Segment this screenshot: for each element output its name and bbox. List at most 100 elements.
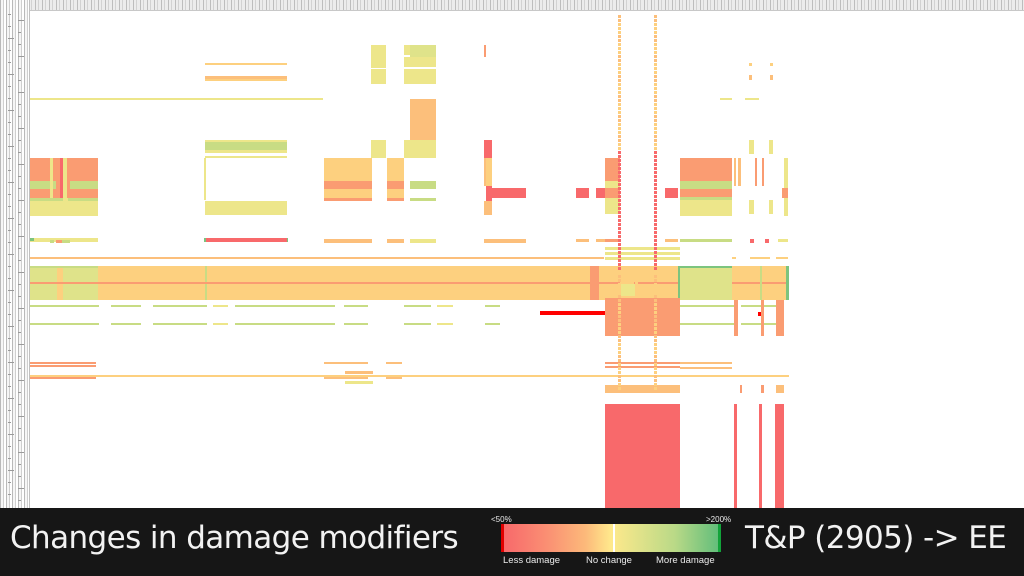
row-header-tick <box>8 86 11 87</box>
heatmap-streak-segment <box>618 327 621 330</box>
row-header-tick <box>18 488 24 489</box>
row-header-tick <box>18 188 21 189</box>
heatmap-cell <box>576 239 589 242</box>
heatmap-streak-segment <box>618 127 621 130</box>
heatmap-streak-segment <box>618 103 621 106</box>
heatmap-streak-segment <box>654 151 657 154</box>
heatmap-streak-segment <box>618 87 621 90</box>
heatmap-cell <box>635 266 638 300</box>
heatmap-cell <box>485 305 500 307</box>
heatmap-cell <box>324 377 368 379</box>
row-header-tick <box>8 134 11 135</box>
row-header-tick <box>18 500 21 501</box>
row-header-tick <box>18 392 21 393</box>
row-header-tick <box>18 476 21 477</box>
heatmap-cell <box>62 240 70 243</box>
heatmap-cell <box>60 158 63 198</box>
row-header-tick <box>8 242 11 243</box>
heatmap-cell <box>605 298 680 336</box>
row-header-tick <box>8 50 11 51</box>
heatmap-streak-segment <box>654 51 657 54</box>
heatmap-streak-segment <box>654 163 657 166</box>
row-header-tick <box>8 470 14 471</box>
row-header-tick <box>8 98 11 99</box>
heatmap-cell <box>760 266 762 300</box>
heatmap-streak-segment <box>654 379 657 382</box>
heatmap-streak-segment <box>654 327 657 330</box>
heatmap-cell <box>205 79 287 81</box>
row-header-tick <box>18 332 21 333</box>
heatmap-cell <box>680 158 732 183</box>
heatmap-streak-segment <box>618 199 621 202</box>
heatmap-streak-segment <box>654 123 657 126</box>
row-header-tick <box>18 236 24 237</box>
row-header-tick <box>8 434 14 435</box>
heatmap-cell <box>29 305 99 307</box>
heatmap-streak-segment <box>654 303 657 306</box>
heatmap-streak-segment <box>654 311 657 314</box>
heatmap-cell <box>324 158 372 200</box>
heatmap-cell <box>404 323 431 325</box>
legend-no-change-label: No change <box>586 555 632 566</box>
heatmap-streak-segment <box>654 87 657 90</box>
heatmap-streak-segment <box>618 275 621 278</box>
heatmap-streak-segment <box>618 319 621 322</box>
row-header-tick <box>8 362 14 363</box>
heatmap-streak-segment <box>654 39 657 42</box>
heatmap-streak-segment <box>618 27 621 30</box>
heatmap-streak-segment <box>618 271 621 274</box>
heatmap-cell <box>776 257 788 259</box>
row-header-tick <box>8 254 14 255</box>
heatmap-streak-segment <box>654 367 657 370</box>
heatmap-cell <box>404 57 436 67</box>
heatmap-cell <box>29 201 69 216</box>
heatmap-cell <box>29 266 98 268</box>
row-header-tick <box>18 92 24 93</box>
heatmap-streak-segment <box>618 367 621 370</box>
heatmap-streak-segment <box>654 55 657 58</box>
heatmap-cell <box>765 239 769 243</box>
heatmap-cell <box>734 404 737 508</box>
heatmap-streak-segment <box>618 43 621 46</box>
heatmap-cell <box>749 75 752 80</box>
heatmap-streak-segment <box>654 59 657 62</box>
row-header-tick <box>8 458 11 459</box>
heatmap-streak-segment <box>654 135 657 138</box>
heatmap-streak-segment <box>618 31 621 34</box>
heatmap-cell <box>680 266 732 268</box>
row-header-tick <box>18 20 24 21</box>
row-header-tick <box>18 44 21 45</box>
heatmap-cell <box>605 404 680 508</box>
heatmap-cell <box>206 238 287 242</box>
heatmap-cell <box>605 188 620 198</box>
heatmap-streak-segment <box>654 131 657 134</box>
heatmap-streak-segment <box>654 35 657 38</box>
heatmap-streak-segment <box>654 115 657 118</box>
row-header-tick <box>18 296 21 297</box>
heatmap-cell <box>345 371 373 374</box>
row-header-tick <box>8 62 11 63</box>
heatmap-cell <box>762 158 764 186</box>
row-header-tick <box>18 344 24 345</box>
heatmap-streak-segment <box>618 279 621 282</box>
heatmap-streak-segment <box>654 211 657 214</box>
heatmap-cell <box>204 158 206 200</box>
heatmap-cell <box>769 140 773 154</box>
heatmap-streak-segment <box>618 183 621 186</box>
heatmap-streak-segment <box>618 227 621 230</box>
heatmap-streak-segment <box>618 359 621 362</box>
heatmap-streak-segment <box>618 267 621 270</box>
heatmap-cell <box>410 198 436 201</box>
row-header-tick <box>8 290 14 291</box>
row-header-tick <box>8 446 11 447</box>
heatmap-cell <box>734 158 736 186</box>
heatmap-cell <box>605 257 680 260</box>
heatmap-streak-segment <box>654 91 657 94</box>
row-header-tick <box>8 14 11 15</box>
heatmap-streak-segment <box>618 75 621 78</box>
heatmap-cell <box>404 305 431 307</box>
heatmap-cell <box>410 181 436 189</box>
heatmap-cell <box>111 305 141 307</box>
row-header-tick <box>18 272 24 273</box>
heatmap-streak-segment <box>618 179 621 182</box>
